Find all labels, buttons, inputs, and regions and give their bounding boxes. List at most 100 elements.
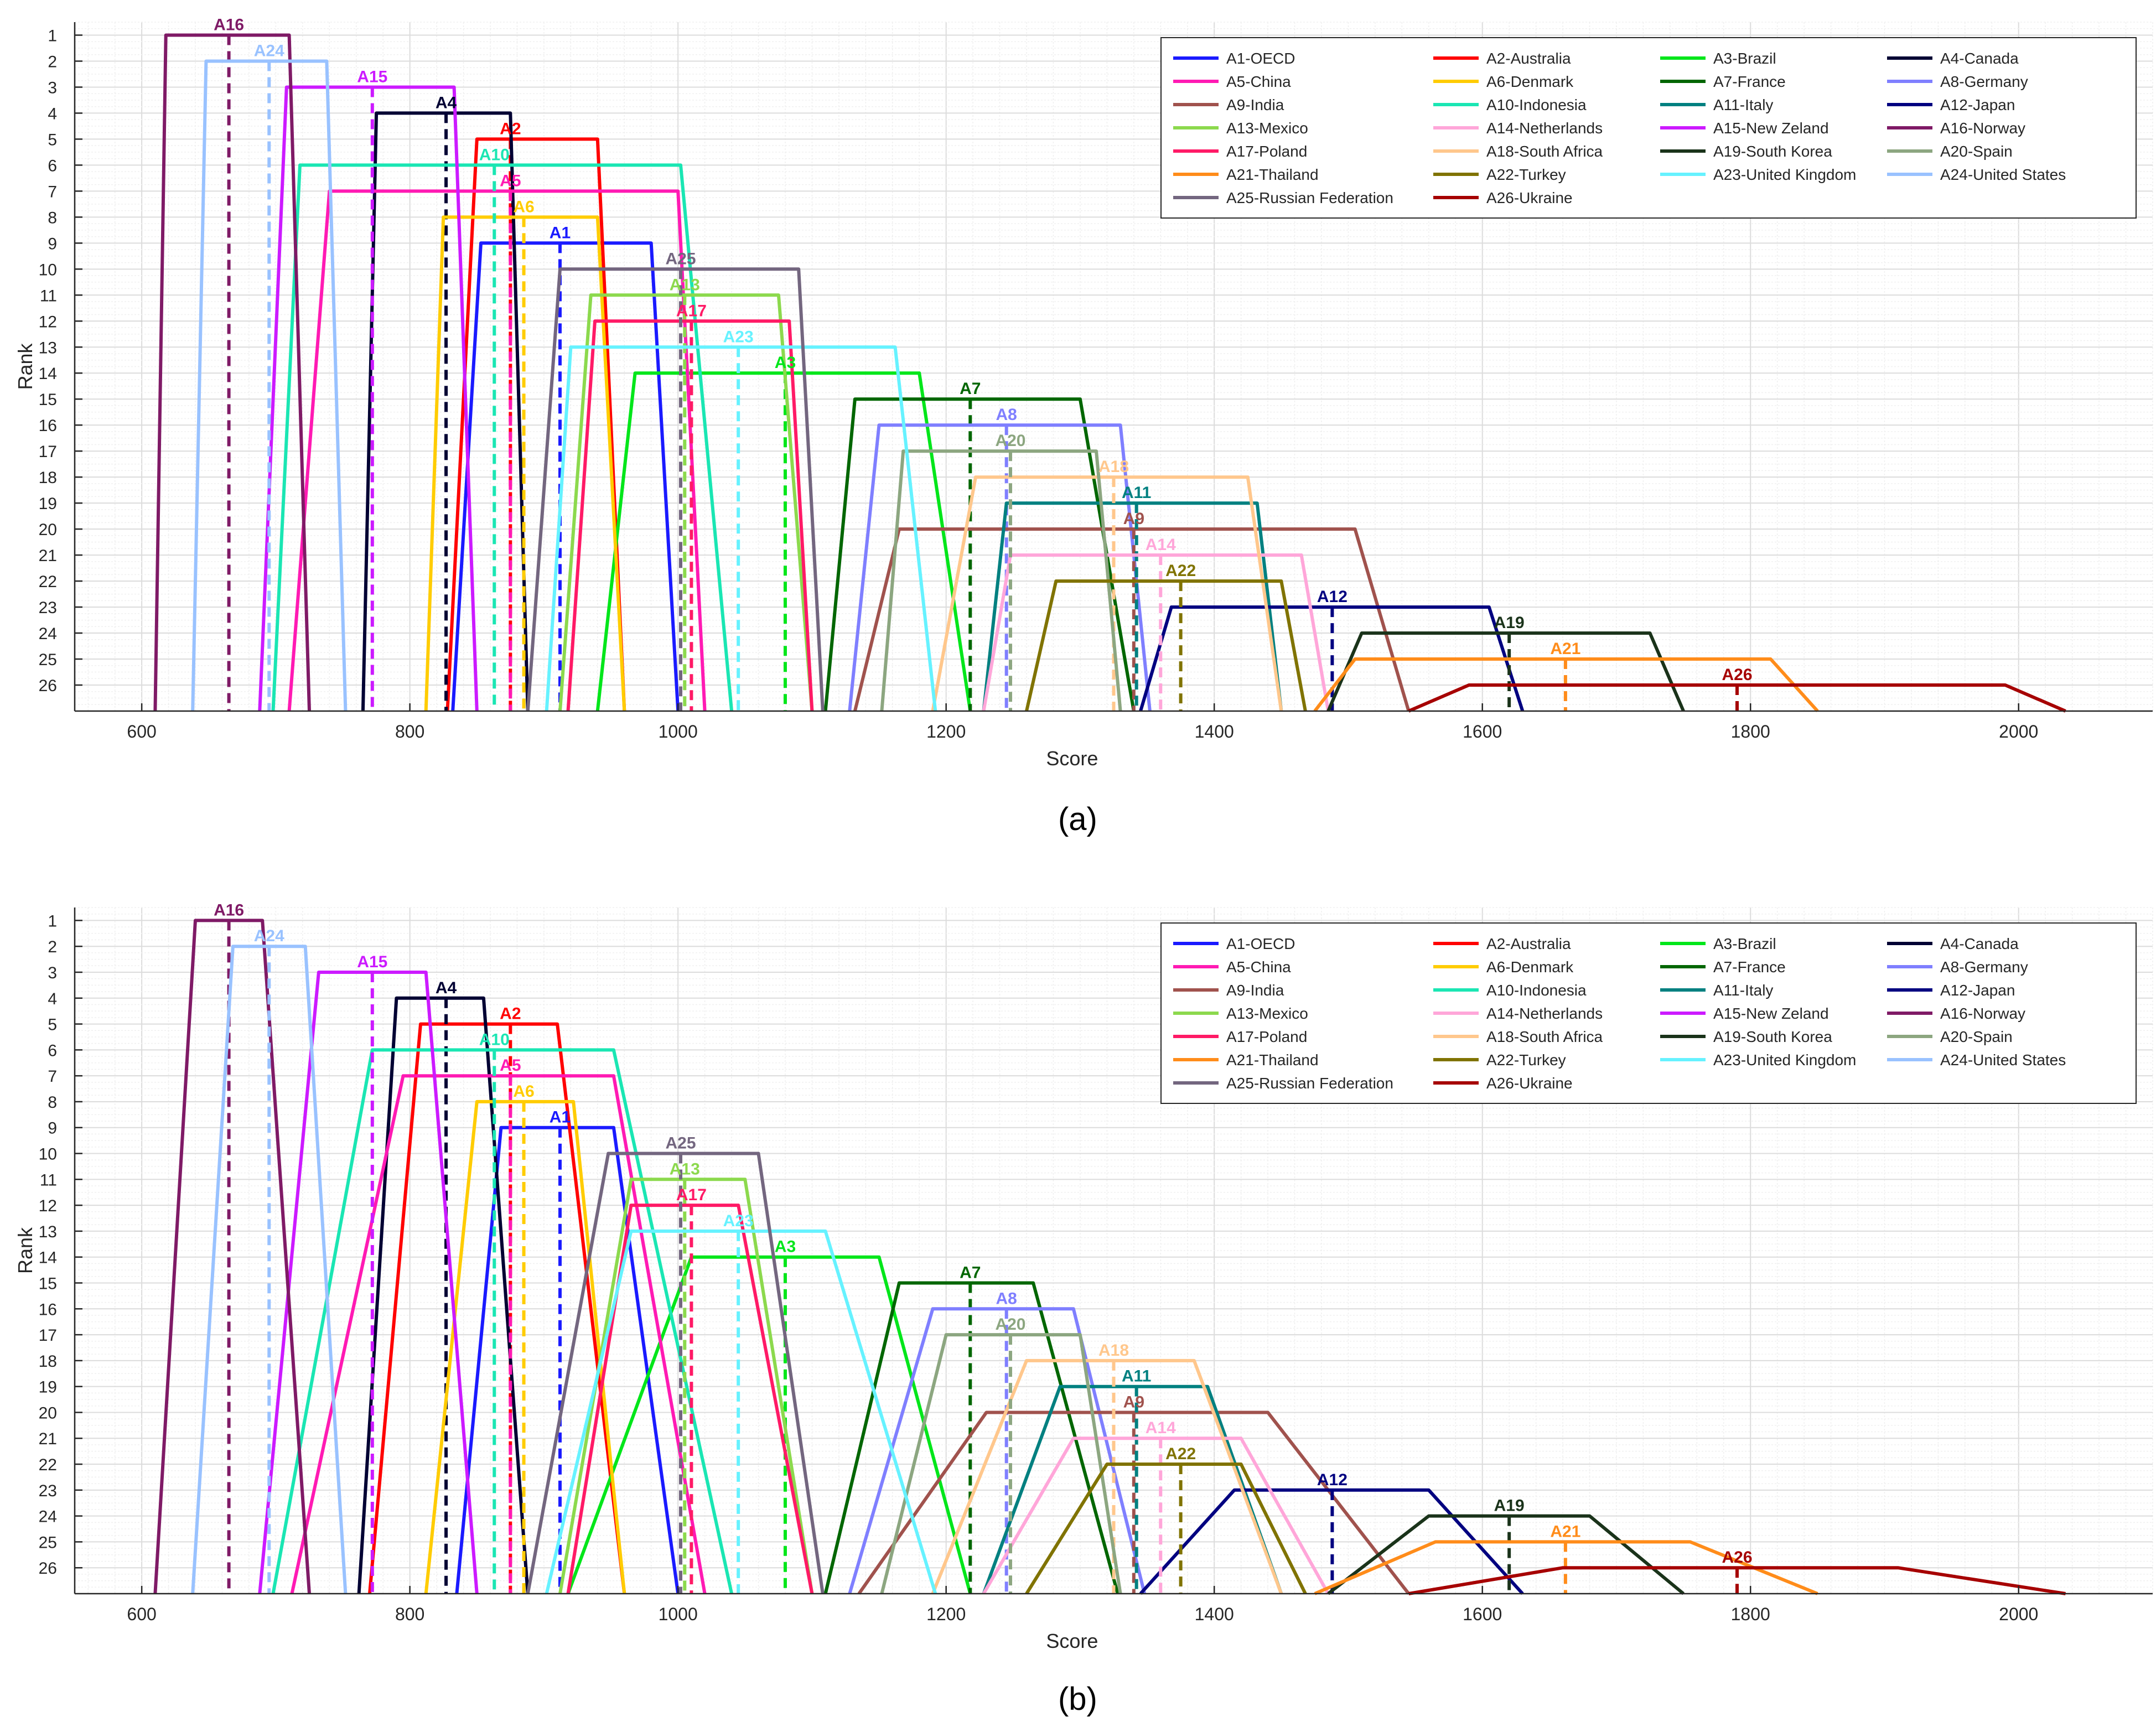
legend-label: A13-Mexico — [1226, 1005, 1308, 1022]
legend-item-a12: A12-Japan — [1887, 982, 2015, 999]
legend-item-a26: A26-Ukraine — [1433, 1075, 1573, 1092]
y-tick-label: 17 — [39, 443, 57, 461]
legend-label: A24-United States — [1940, 166, 2066, 183]
legend-item-a3: A3-Brazil — [1660, 935, 1776, 952]
legend-label: A3-Brazil — [1713, 935, 1776, 952]
legend-label: A21-Thailand — [1226, 1051, 1319, 1069]
y-tick-label: 15 — [39, 1274, 57, 1293]
series-label-a16: A16 — [214, 15, 244, 34]
series-line-a10 — [271, 163, 734, 712]
x-tick-label: 1200 — [926, 1604, 966, 1624]
legend-item-a3: A3-Brazil — [1660, 50, 1776, 67]
series-label-a16: A16 — [214, 901, 244, 919]
legend-label: A16-Norway — [1940, 120, 2025, 137]
legend-label: A22-Turkey — [1486, 1051, 1566, 1069]
legend-item-a17: A17-Poland — [1173, 143, 1307, 160]
legend-item-a7: A7-France — [1660, 73, 1786, 90]
legend-item-a26: A26-Ukraine — [1433, 189, 1573, 206]
series-line-a15 — [258, 85, 479, 712]
y-tick-label: 18 — [39, 469, 57, 487]
y-tick-label: 24 — [39, 625, 57, 643]
legend-label: A23-United Kingdom — [1713, 166, 1856, 183]
series-label-a7: A7 — [960, 380, 981, 398]
legend-label: A20-Spain — [1940, 143, 2013, 160]
y-tick-label: 8 — [48, 209, 57, 227]
legend-label: A4-Canada — [1940, 935, 2019, 952]
y-tick-label: 20 — [39, 521, 57, 539]
series-line-a6 — [424, 1100, 626, 1594]
series-label-a3: A3 — [775, 1238, 796, 1256]
series-label-a26: A26 — [1722, 666, 1752, 684]
x-axis-label: Score — [1046, 747, 1098, 770]
y-tick-label: 8 — [48, 1093, 57, 1112]
x-tick-label: 2000 — [1999, 722, 2038, 741]
series-line-a22 — [1025, 579, 1307, 712]
series-label-a18: A18 — [1098, 1341, 1129, 1360]
legend-item-a18: A18-South Africa — [1433, 1028, 1603, 1045]
grid — [75, 22, 2153, 712]
series-line-a24 — [191, 59, 348, 712]
legend-label: A14-Netherlands — [1486, 1005, 1603, 1022]
series-line-a2 — [368, 1022, 626, 1594]
legend-label: A10-Indonesia — [1486, 96, 1587, 113]
y-tick-label: 3 — [48, 964, 57, 982]
y-tick-label: 1 — [48, 912, 57, 930]
legend-label: A19-South Korea — [1713, 1028, 1832, 1045]
series-label-a20: A20 — [995, 432, 1025, 450]
series-group — [153, 33, 2066, 713]
legend-item-a24: A24-United States — [1887, 166, 2066, 183]
legend-item-a4: A4-Canada — [1887, 50, 2019, 67]
series-line-a26 — [1408, 1566, 2066, 1595]
legend-label: A2-Australia — [1486, 50, 1571, 67]
series-label-a12: A12 — [1317, 588, 1348, 606]
legend-item-a15: A15-New Zeland — [1660, 120, 1829, 137]
legend-label: A23-United Kingdom — [1713, 1051, 1856, 1069]
legend-item-a14: A14-Netherlands — [1433, 120, 1603, 137]
y-axis-label: Rank — [14, 1227, 37, 1274]
legend: A1-OECD A2-Australia A3-Brazil A4-Canada A5-… — [1160, 37, 2137, 219]
series-label-a22: A22 — [1165, 562, 1196, 580]
legend-item-a16: A16-Norway — [1887, 120, 2025, 137]
legend-label: A5-China — [1226, 958, 1291, 976]
series-label-a17: A17 — [676, 1186, 707, 1204]
series-label-a6: A6 — [513, 1082, 534, 1101]
legend-label: A2-Australia — [1486, 935, 1571, 952]
y-tick-label: 22 — [39, 1456, 57, 1474]
series-line-a5 — [290, 1074, 707, 1594]
legend-label: A19-South Korea — [1713, 143, 1832, 160]
series-label-a23: A23 — [723, 328, 754, 346]
legend-item-a9: A9-India — [1173, 982, 1284, 999]
series-label-a5: A5 — [500, 1056, 521, 1075]
y-tick-label: 15 — [39, 391, 57, 409]
legend-item-a15: A15-New Zeland — [1660, 1005, 1829, 1022]
series-line-a4 — [361, 111, 530, 712]
legend-label: A9-India — [1226, 96, 1284, 113]
legend-label: A1-OECD — [1226, 935, 1295, 952]
y-tick-label: 21 — [39, 1430, 57, 1448]
series-label-a24: A24 — [254, 927, 284, 945]
y-tick-label: 5 — [48, 1016, 57, 1034]
legend-item-a5: A5-China — [1173, 958, 1291, 976]
series-label-a4: A4 — [436, 979, 457, 997]
legend-label: A10-Indonesia — [1486, 982, 1587, 999]
x-tick-label: 2000 — [1999, 1604, 2038, 1624]
y-tick-label: 13 — [39, 339, 57, 357]
series-label-a10: A10 — [479, 146, 510, 164]
y-tick-label: 14 — [39, 1249, 57, 1267]
y-tick-label: 7 — [48, 1067, 57, 1086]
series-label-a12: A12 — [1317, 1471, 1348, 1489]
legend-item-a5: A5-China — [1173, 73, 1291, 90]
y-tick-label: 9 — [48, 235, 57, 253]
series-line-a22 — [1025, 1463, 1307, 1595]
legend-label: A6-Denmark — [1486, 73, 1574, 90]
chart-panel-b: A1 A2 A3 A4 A5 A6 A7 A8 A9 A10 A11 A12 A13 A14 A15 A16 A… — [14, 901, 2153, 1652]
series-line-a26 — [1408, 683, 2066, 713]
series-label-a8: A8 — [996, 1289, 1017, 1308]
legend-item-a19: A19-South Korea — [1660, 143, 1832, 160]
y-tick-label: 12 — [39, 1197, 57, 1215]
x-tick-label: 1000 — [659, 722, 698, 741]
legend-label: A5-China — [1226, 73, 1291, 90]
series-line-a9 — [857, 1411, 1410, 1595]
series-line-a14 — [982, 1437, 1330, 1595]
